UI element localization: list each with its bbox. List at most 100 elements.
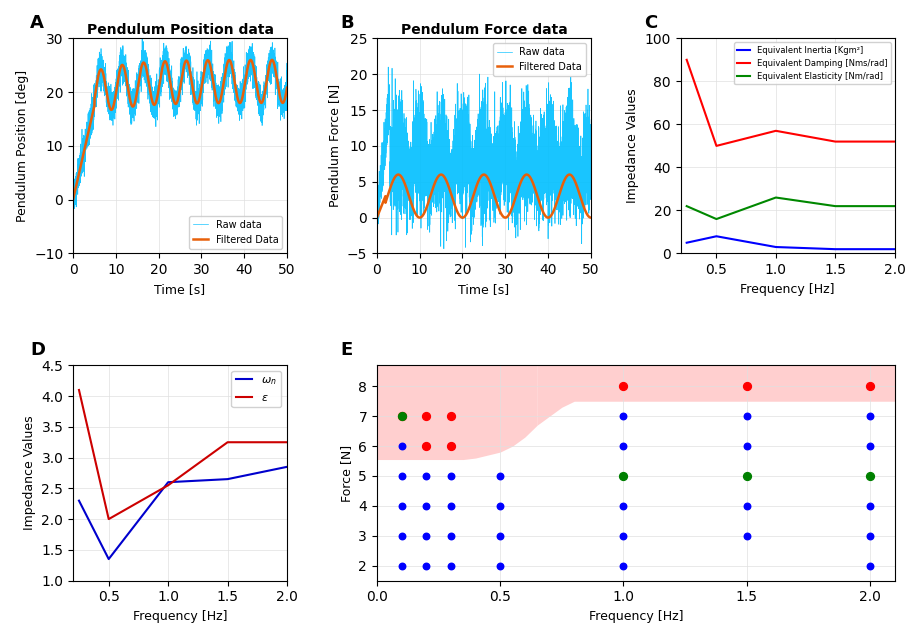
X-axis label: Time [s]: Time [s] [458, 283, 509, 296]
Equivalent Damping [Nms/rad] [681, 56, 692, 64]
Point [444, 411, 458, 421]
Point [863, 381, 877, 391]
Point [493, 561, 508, 571]
Point [740, 531, 754, 541]
Raw data [207, 64, 218, 71]
Point [419, 531, 434, 541]
Point [493, 471, 508, 481]
Raw data [68, 192, 79, 200]
Line: Equivalent Damping [Nms/rad]: Equivalent Damping [Nms/rad] [687, 60, 895, 146]
Point [740, 471, 754, 481]
Legend: Equivalent Inertia [Kgm²], Equivalent Damping [Nms/rad], Equivalent Elasticity [: Equivalent Inertia [Kgm²], Equivalent Da… [734, 43, 890, 84]
Point [394, 441, 409, 451]
Raw data [227, 84, 238, 91]
Y-axis label: Force [N]: Force [N] [340, 445, 352, 501]
Text: B: B [341, 13, 354, 31]
Point [616, 561, 631, 571]
Text: C: C [645, 13, 657, 31]
Raw data [281, 91, 292, 98]
Point [616, 441, 631, 451]
Raw data [137, 35, 148, 43]
Point [394, 561, 409, 571]
Point [444, 441, 458, 451]
Point [419, 501, 434, 511]
Equivalent Inertia [Kgm²] [889, 246, 900, 253]
Raw data [585, 142, 596, 149]
Raw data [383, 63, 394, 71]
Line: Raw data: Raw data [377, 67, 591, 249]
Point [394, 411, 409, 421]
Raw data [372, 212, 383, 219]
Point [394, 411, 409, 421]
Point [444, 531, 458, 541]
X-axis label: Frequency [Hz]: Frequency [Hz] [132, 610, 227, 623]
Filtered Data [244, 59, 255, 66]
Text: E: E [341, 341, 353, 359]
Filtered Data [206, 72, 217, 80]
Title: Pendulum Position data: Pendulum Position data [87, 23, 274, 37]
Filtered Data [281, 84, 292, 91]
Point [419, 411, 434, 421]
Point [419, 561, 434, 571]
Raw data [150, 96, 161, 103]
Equivalent Elasticity [Nm/rad] [681, 202, 692, 210]
Point [863, 471, 877, 481]
Y-axis label: Impedance Values: Impedance Values [23, 416, 36, 530]
Filtered Data [548, 209, 559, 216]
Raw data [244, 46, 255, 54]
Point [863, 561, 877, 571]
Filtered Data [393, 171, 404, 179]
Point [493, 501, 508, 511]
Filtered Data [585, 214, 596, 221]
Text: A: A [30, 13, 44, 31]
Line: Raw data: Raw data [73, 39, 287, 212]
Equivalent Elasticity [Nm/rad] [711, 215, 722, 223]
Point [740, 381, 754, 391]
Raw data [510, 151, 521, 159]
Filtered Data [107, 106, 118, 114]
X-axis label: Frequency [Hz]: Frequency [Hz] [589, 610, 683, 623]
Point [616, 471, 631, 481]
Filtered Data [453, 211, 464, 218]
Equivalent Damping [Nms/rad] [889, 138, 900, 145]
Equivalent Damping [Nms/rad] [830, 138, 841, 145]
Legend: $\omega_n$, $\epsilon$: $\omega_n$, $\epsilon$ [231, 371, 281, 407]
Filtered Data [68, 196, 79, 204]
X-axis label: Time [s]: Time [s] [154, 283, 205, 296]
Raw data [107, 88, 118, 96]
Point [419, 471, 434, 481]
Raw data [531, 222, 542, 230]
X-axis label: Frequency [Hz]: Frequency [Hz] [740, 283, 835, 296]
Raw data [548, 186, 559, 194]
Point [444, 561, 458, 571]
Equivalent Damping [Nms/rad] [711, 142, 722, 150]
Filtered Data [531, 189, 542, 197]
Point [616, 381, 631, 391]
Equivalent Damping [Nms/rad] [771, 127, 782, 135]
Title: Pendulum Force data: Pendulum Force data [401, 23, 567, 37]
Equivalent Inertia [Kgm²] [681, 239, 692, 246]
Point [616, 531, 631, 541]
Point [444, 501, 458, 511]
Point [863, 501, 877, 511]
Point [394, 501, 409, 511]
Equivalent Elasticity [Nm/rad] [889, 202, 900, 210]
Point [616, 471, 631, 481]
Point [863, 531, 877, 541]
Filtered Data [227, 66, 238, 74]
Raw data [410, 152, 421, 160]
Filtered Data [267, 56, 278, 64]
Equivalent Inertia [Kgm²] [830, 246, 841, 253]
Raw data [68, 209, 79, 216]
Filtered Data [510, 192, 521, 200]
Raw data [438, 245, 449, 253]
Point [740, 441, 754, 451]
Filtered Data [410, 211, 421, 218]
Point [444, 441, 458, 451]
Line: Equivalent Elasticity [Nm/rad]: Equivalent Elasticity [Nm/rad] [687, 198, 895, 219]
Point [419, 441, 434, 451]
Point [740, 411, 754, 421]
Legend: Raw data, Filtered Data: Raw data, Filtered Data [493, 43, 586, 76]
Point [616, 501, 631, 511]
Filtered Data [372, 214, 383, 221]
